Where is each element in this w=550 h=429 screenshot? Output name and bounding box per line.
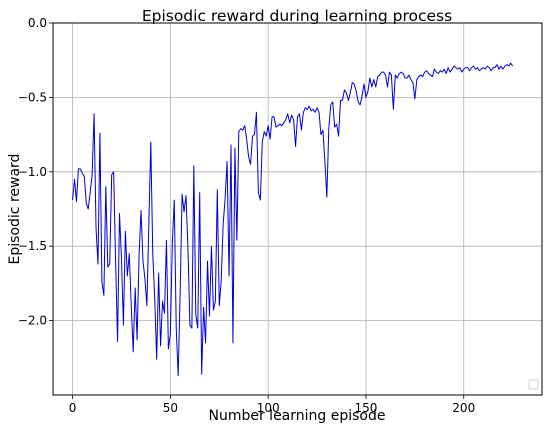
x-tick-label: 150 <box>355 401 378 415</box>
y-tick-label: −1.0 <box>18 165 47 179</box>
y-tick-label: −2.0 <box>18 314 47 328</box>
chart-title: Episodic reward during learning process <box>142 7 452 25</box>
x-axis-label: Number learning episode <box>208 408 385 424</box>
y-tick-label: −1.5 <box>18 239 47 253</box>
series-line <box>72 62 514 377</box>
plot-frame <box>52 22 543 396</box>
y-axis-label: Episodic reward <box>7 154 23 265</box>
tick-group: 0 50 100 150 200 0.0 −0.5 −1.0 −1.5 −2.0 <box>18 16 475 415</box>
x-tick-label: 50 <box>163 401 178 415</box>
y-tick-label: 0.0 <box>28 16 47 30</box>
legend-box <box>528 379 539 390</box>
x-tick-label: 200 <box>452 401 475 415</box>
x-tick-label: 0 <box>69 401 77 415</box>
x-tick-label: 100 <box>257 401 280 415</box>
y-tick-label: −0.5 <box>18 90 47 104</box>
